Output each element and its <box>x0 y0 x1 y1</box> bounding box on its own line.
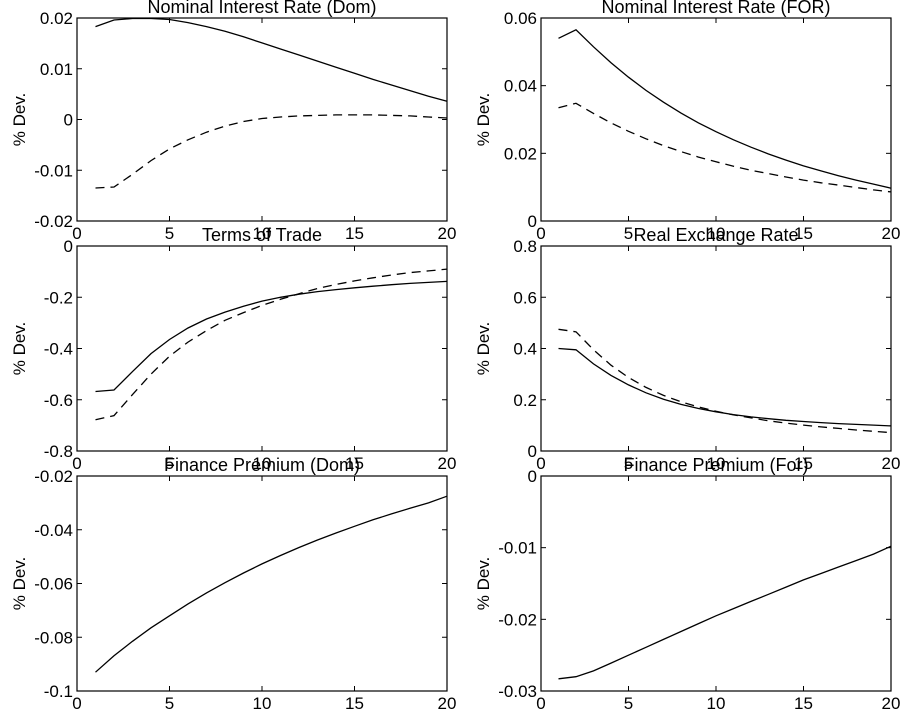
y-tick-label: -0.8 <box>44 442 73 461</box>
chart-panel-2: Nominal Interest Rate (FOR) % Dev. 0 5 10 15 2… <box>474 0 900 243</box>
x-tick-label: 0 <box>72 224 81 243</box>
y-tick-label: 0.01 <box>40 60 73 79</box>
series-line-dashed <box>95 114 448 189</box>
y-tick-label: 0.06 <box>504 9 537 28</box>
y-tick-label: 0.02 <box>504 144 537 163</box>
series-line-dashed <box>558 328 892 434</box>
x-tick-label: 20 <box>882 454 901 473</box>
x-tick-label: 5 <box>165 694 174 709</box>
x-tick-label: 20 <box>882 694 901 709</box>
chart-title: Real Exchange Rate <box>633 225 798 245</box>
chart-title: Nominal Interest Rate (FOR) <box>601 0 830 17</box>
x-tick-label: 5 <box>165 224 174 243</box>
series-line-dashed <box>95 268 448 421</box>
series-line-solid <box>558 545 892 680</box>
x-tick-label: 0 <box>536 694 545 709</box>
y-tick-label: 0.2 <box>513 391 537 410</box>
x-tick-label: 15 <box>345 224 364 243</box>
y-axis-label: % Dev. <box>10 322 29 376</box>
y-tick-label: 0.04 <box>504 77 537 96</box>
chart-title: Terms of Trade <box>202 225 322 245</box>
x-tick-label: 10 <box>707 694 726 709</box>
x-tick-label: 10 <box>253 224 272 243</box>
y-tick-label: 0.6 <box>513 288 537 307</box>
x-tick-label: 10 <box>253 454 272 473</box>
plot-frame <box>540 245 892 452</box>
x-tick-label: 0 <box>536 454 545 473</box>
x-tick-label: 0 <box>72 454 81 473</box>
y-tick-label: 0 <box>64 237 73 256</box>
y-tick-label: -0.03 <box>498 682 537 701</box>
x-tick-label: 5 <box>624 694 633 709</box>
plot-frame <box>76 17 448 222</box>
x-tick-label: 5 <box>624 224 633 243</box>
plot-frame <box>76 245 448 452</box>
y-tick-label: -0.1 <box>44 682 73 701</box>
chart-title: Finance Premium (Dom) <box>164 455 360 475</box>
y-axis-label: % Dev. <box>10 93 29 147</box>
chart-title: Finance Premium (For) <box>623 455 808 475</box>
x-tick-label: 0 <box>536 224 545 243</box>
x-tick-label: 20 <box>882 224 901 243</box>
y-axis-label: % Dev. <box>474 557 493 611</box>
x-tick-label: 15 <box>345 694 364 709</box>
y-tick-label: -0.02 <box>498 610 537 629</box>
y-axis-label: % Dev. <box>474 322 493 376</box>
y-tick-label: 0 <box>64 111 73 130</box>
x-tick-label: 10 <box>707 224 726 243</box>
plot-frame <box>540 475 892 692</box>
y-axis-label: % Dev. <box>10 557 29 611</box>
series-line-solid <box>95 495 448 673</box>
series-line-solid <box>95 280 448 393</box>
plot-frame <box>76 475 448 692</box>
chart-panel-1: Nominal Interest Rate (Dom) % Dev. 0 5 10 15 2… <box>10 0 456 243</box>
y-tick-label: 0.8 <box>513 237 537 256</box>
x-tick-label: 0 <box>72 694 81 709</box>
y-tick-label: -0.01 <box>34 161 73 180</box>
y-tick-label: -0.4 <box>44 340 73 359</box>
plot-frame <box>540 17 892 222</box>
x-tick-label: 10 <box>253 694 272 709</box>
chart-title: Nominal Interest Rate (Dom) <box>147 0 376 17</box>
y-tick-label: -0.08 <box>34 628 73 647</box>
series-line-solid <box>558 347 892 427</box>
y-tick-label: -0.2 <box>44 288 73 307</box>
x-tick-label: 5 <box>165 454 174 473</box>
series-line-solid <box>558 29 892 189</box>
y-tick-label: -0.6 <box>44 391 73 410</box>
y-tick-label: -0.02 <box>34 212 73 231</box>
y-tick-label: 0 <box>528 212 537 231</box>
chart-panel-3: Terms of Trade % Dev. 0 5 10 15 20 -0.8 -0.6 -0.4… <box>10 225 456 473</box>
x-tick-label: 10 <box>707 454 726 473</box>
y-tick-label: -0.04 <box>34 521 73 540</box>
y-tick-label: 0 <box>528 442 537 461</box>
y-tick-label: -0.01 <box>498 539 537 558</box>
chart-panel-4: Real Exchange Rate % Dev. 0 5 10 15 20 0 0.2 0.4 0… <box>474 225 900 473</box>
series-line-dashed <box>558 102 892 193</box>
y-tick-label: 0 <box>528 467 537 486</box>
x-tick-label: 5 <box>624 454 633 473</box>
chart-panel-6: Finance Premium (For) % Dev. 0 5 10 15 20 -0.03… <box>474 455 900 709</box>
x-tick-label: 20 <box>438 454 457 473</box>
series-line-solid <box>95 17 448 102</box>
y-tick-label: -0.06 <box>34 575 73 594</box>
y-tick-label: 0.02 <box>40 9 73 28</box>
chart-panel-5: Finance Premium (Dom) % Dev. 0 5 10 15 20 -0.1 -… <box>10 455 456 709</box>
x-tick-label: 20 <box>438 224 457 243</box>
y-axis-label: % Dev. <box>474 93 493 147</box>
y-tick-label: -0.02 <box>34 467 73 486</box>
y-tick-label: 0.4 <box>513 340 537 359</box>
x-tick-label: 15 <box>345 454 364 473</box>
x-tick-label: 15 <box>794 694 813 709</box>
x-tick-label: 15 <box>794 454 813 473</box>
x-tick-label: 20 <box>438 694 457 709</box>
x-tick-label: 15 <box>794 224 813 243</box>
